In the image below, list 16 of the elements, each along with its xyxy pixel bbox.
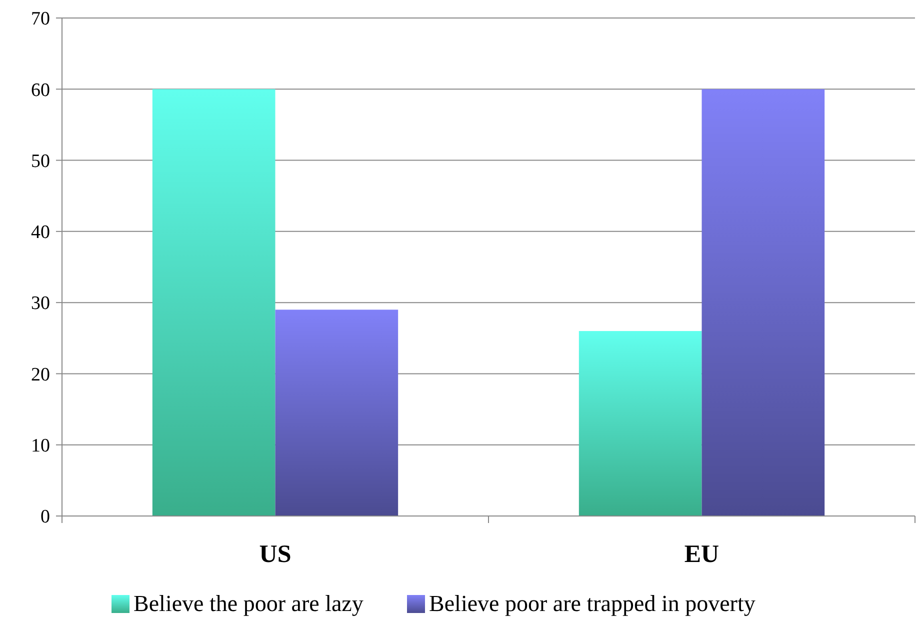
legend-label: Believe poor are trapped in poverty (429, 591, 756, 616)
y-tick-label: 50 (31, 150, 50, 172)
x-tick-label: EU (684, 541, 720, 568)
bar (702, 89, 825, 516)
y-tick-label: 20 (31, 364, 50, 386)
bar (275, 310, 398, 516)
y-tick-label: 60 (31, 80, 50, 101)
legend-label: Believe the poor are lazy (134, 591, 364, 616)
bar (152, 89, 276, 516)
y-tick-label: 40 (31, 222, 50, 244)
bar (578, 331, 702, 516)
y-tick-label: 70 (31, 8, 50, 30)
x-tick-label: US (259, 541, 292, 568)
y-tick-label: 10 (31, 436, 50, 457)
y-tick-label: 0 (40, 506, 50, 528)
y-tick-label: 30 (31, 293, 50, 314)
